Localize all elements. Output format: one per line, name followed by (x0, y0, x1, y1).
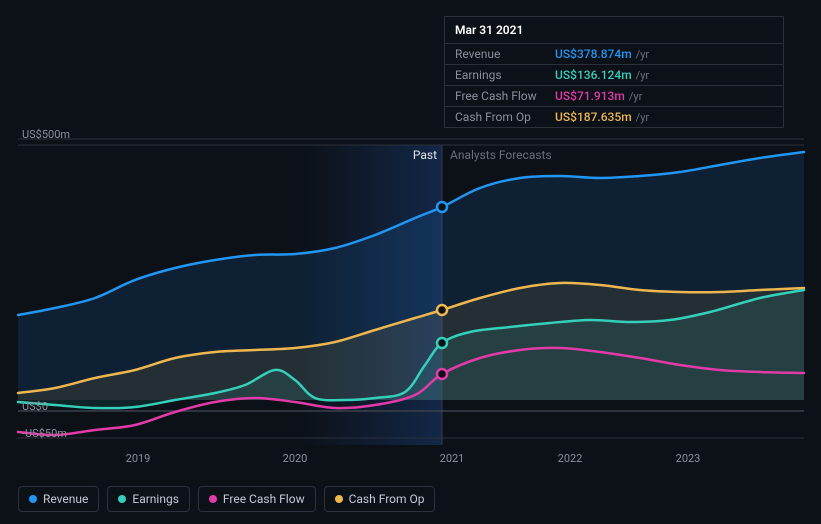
y-axis-tick-label: -US$50m (22, 427, 67, 440)
legend-dot-icon (209, 495, 217, 503)
y-axis-tick-label: US$500m (22, 128, 70, 141)
tooltip-value: US$378.874m (555, 47, 632, 61)
legend-item-revenue[interactable]: Revenue (18, 486, 99, 512)
x-axis-tick-label: 2022 (558, 452, 583, 465)
legend-dot-icon (335, 495, 343, 503)
legend-label: Revenue (43, 492, 88, 506)
legend-dot-icon (118, 495, 126, 503)
tooltip-unit: /yr (636, 69, 649, 82)
tooltip-unit: /yr (629, 90, 642, 103)
tooltip-row-fcf: Free Cash Flow US$71.913m /yr (445, 86, 783, 107)
past-section-label: Past (413, 148, 437, 162)
legend-dot-icon (29, 495, 37, 503)
tooltip-value: US$136.124m (555, 68, 632, 82)
x-axis-tick-label: 2019 (126, 452, 151, 465)
y-axis-tick-label: US$0 (22, 400, 48, 413)
tooltip-value: US$187.635m (555, 110, 632, 124)
tooltip-unit: /yr (636, 48, 649, 61)
chart-tooltip: Mar 31 2021 Revenue US$378.874m /yr Earn… (444, 16, 784, 128)
x-axis-tick-label: 2023 (676, 452, 701, 465)
chart-container: Past Analysts Forecasts Mar 31 2021 Reve… (0, 0, 821, 524)
legend-label: Cash From Op (349, 492, 425, 506)
tooltip-row-earnings: Earnings US$136.124m /yr (445, 65, 783, 86)
legend-item-cfo[interactable]: Cash From Op (324, 486, 436, 512)
tooltip-date: Mar 31 2021 (445, 17, 783, 44)
x-axis-tick-label: 2020 (283, 452, 308, 465)
x-axis-tick-label: 2021 (440, 452, 465, 465)
tooltip-label: Earnings (455, 68, 555, 82)
tooltip-row-cfo: Cash From Op US$187.635m /yr (445, 107, 783, 127)
legend-label: Earnings (132, 492, 179, 506)
tooltip-row-revenue: Revenue US$378.874m /yr (445, 44, 783, 65)
forecast-section-label: Analysts Forecasts (450, 148, 552, 162)
tooltip-label: Free Cash Flow (455, 89, 555, 103)
legend-label: Free Cash Flow (223, 492, 305, 506)
chart-legend: Revenue Earnings Free Cash Flow Cash Fro… (18, 486, 435, 512)
tooltip-value: US$71.913m (555, 89, 625, 103)
legend-item-fcf[interactable]: Free Cash Flow (198, 486, 316, 512)
tooltip-label: Cash From Op (455, 110, 555, 124)
tooltip-unit: /yr (636, 111, 649, 124)
legend-item-earnings[interactable]: Earnings (107, 486, 190, 512)
tooltip-label: Revenue (455, 47, 555, 61)
